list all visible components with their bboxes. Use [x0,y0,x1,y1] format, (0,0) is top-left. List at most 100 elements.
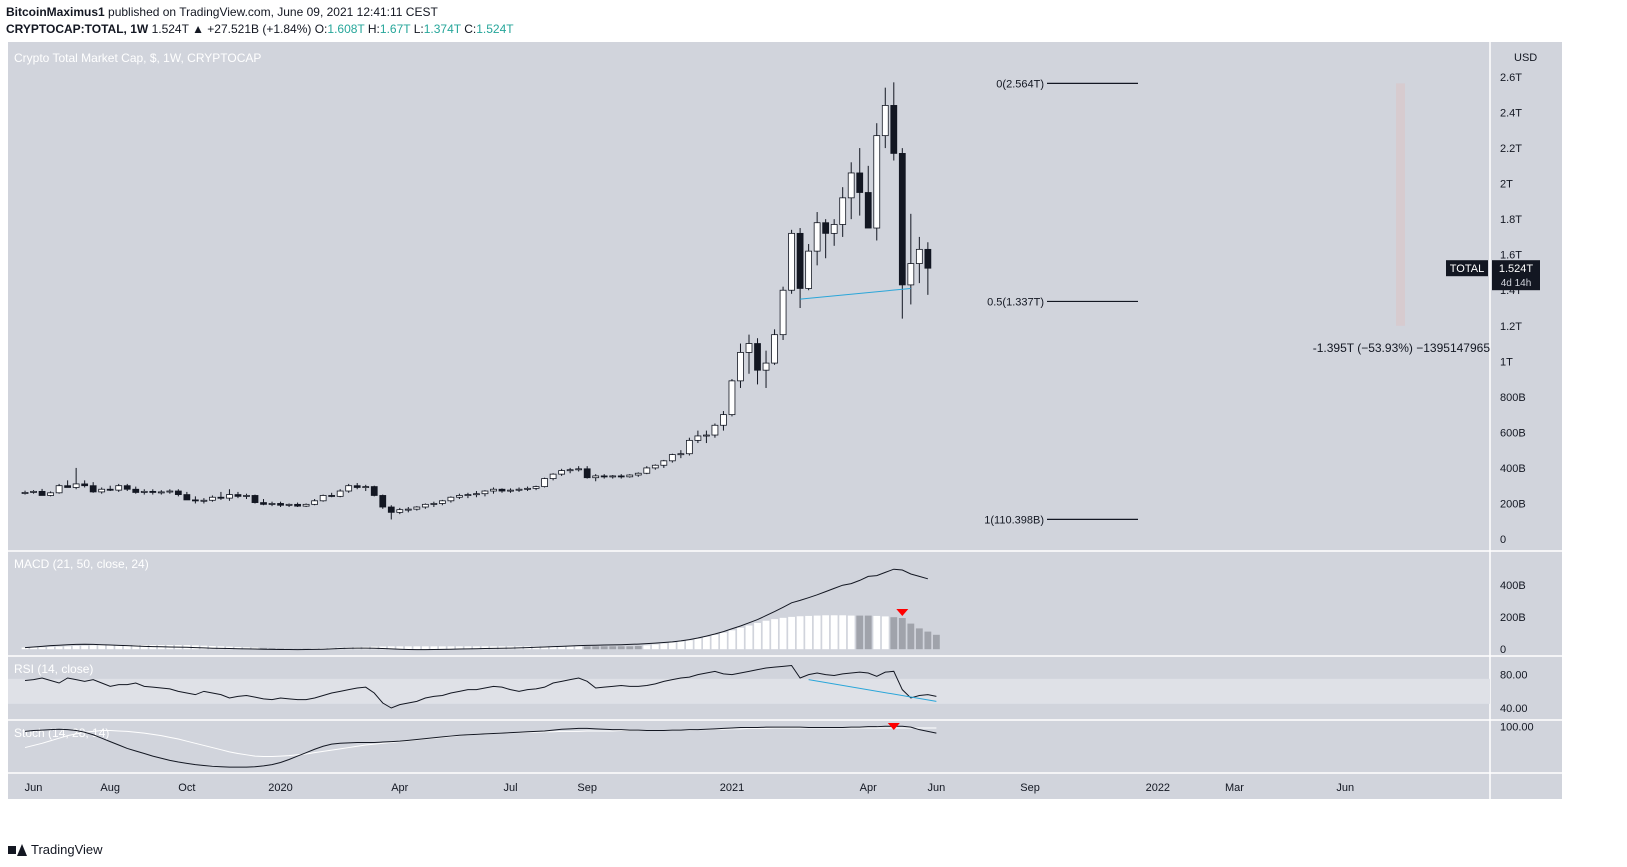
candle-up [55,485,63,494]
macd-histogram-bar [98,645,106,650]
rsi-divergence-trendline [808,679,937,702]
macd-histogram-bar [575,646,583,650]
candle-up [558,470,566,475]
price-axis-tick-200b: 200B [1500,498,1526,510]
candle-up [268,503,276,505]
candle-up [541,478,548,487]
candle-up [634,472,642,476]
candle-up [745,343,753,353]
macd-axis-tick-0: 0 [1500,644,1506,656]
macd-histogram-bar [132,645,140,650]
candle-down [822,222,830,234]
time-axis-tick-jun: Jun [928,782,946,794]
candle-down [234,494,242,497]
support-trendline [800,287,911,300]
tradingview-logo-icon [8,843,27,856]
candle-up [302,503,310,507]
candle-up [839,197,847,225]
chart-area[interactable]: Jun Aug Oct 2020 Apr Jul Sep 2021 Apr Jun Sep 2022 M… [0,42,1627,822]
candle-up [438,500,446,504]
macd-histogram-bar [839,615,847,650]
macd-histogram-bar [609,646,617,650]
footer-brand-label: TradingView [31,842,103,857]
candle-up [609,475,617,478]
close-label: C: [464,22,477,36]
fib-level-label-0: 0(2.564T) [996,78,1044,90]
macd-histogram-bar [217,646,225,650]
time-axis-tick-sep: Sep [577,782,597,794]
candle-down [924,248,932,269]
price-axis-tick-2-2t: 2.2T [1500,143,1522,155]
last-price-tag-countdown: 4d 14h [1501,278,1532,289]
open-value: 1.608T [327,22,365,36]
symbol-name-tag [1446,260,1488,277]
candle-up [404,508,412,511]
candle-down [856,172,864,193]
candle-down [890,105,898,154]
candle-up [345,485,353,492]
macd-histogram-bar [762,620,770,650]
close-value: 1.524T [476,22,514,36]
price-axis-tick-2t: 2T [1500,179,1513,191]
macd-histogram-bar [745,625,753,650]
author-name[interactable]: BitcoinMaximus1 [6,5,105,19]
macd-histogram-bar [847,615,855,650]
macd-histogram-bar [438,646,446,650]
candle-down [174,490,182,495]
macd-histogram-bar [822,615,830,650]
macd-title: MACD (21, 50, close, 24) [14,557,149,571]
candle-up [166,490,174,493]
candle-up [532,486,540,489]
candle-up [813,222,821,252]
macd-histogram-bar [447,646,455,650]
time-axis-tick-mar: Mar [1225,782,1244,794]
candle-up [694,435,702,441]
macd-histogram-bar [566,646,574,650]
macd-histogram-bar [651,644,659,650]
footer-brand[interactable]: TradingView [8,842,103,857]
macd-histogram-bar [115,645,123,650]
price-axis-tick-800b: 800B [1500,392,1526,404]
stoch-axis-tick-100-00: 100.00 [1500,721,1534,733]
macd-histogram-bar [711,634,719,650]
candle-up [737,352,744,382]
candle-up [209,496,216,501]
price-axis-tick-0: 0 [1500,534,1506,546]
macd-histogram-bar [260,647,267,650]
candle-up [430,503,438,505]
low-value: 1.374T [423,22,461,36]
macd-histogram-bar [209,646,216,650]
candle-up [421,503,429,508]
high-value: 1.67T [379,22,411,36]
macd-histogram-bar [226,646,233,650]
macd-histogram-bar [796,616,804,650]
macd-histogram-bar [456,646,463,650]
macd-histogram-bar [387,646,395,650]
candle-up [243,495,250,497]
rsi-title: RSI (14, close) [14,662,93,676]
time-axis-tick-sep: Sep [1020,782,1040,794]
macd-histogram-bar [685,640,693,650]
macd-histogram-bar [881,616,889,650]
macd-histogram-bar [813,615,821,650]
macd-histogram-bar [106,645,114,650]
symbol-name[interactable]: CRYPTOCAP:TOTAL, 1W [6,22,149,36]
macd-histogram-bar [592,646,600,650]
main-chart-title: Crypto Total Market Cap, $, 1W, CRYPTOCA… [14,51,261,65]
macd-histogram-bar [728,630,736,650]
price-axis-tick-600b: 600B [1500,427,1526,439]
last-price: 1.524T [151,22,189,36]
candle-up [728,380,736,416]
macd-histogram-bar [600,646,608,650]
stoch-k-line [24,725,937,768]
price-axis-tick-2-6t: 2.6T [1500,72,1522,84]
open-label: O: [314,22,328,36]
candle-up [779,289,787,336]
price-axis-tick-2-4t: 2.4T [1500,108,1522,120]
macd-bearish-marker-icon [896,609,909,616]
fib-level-label-1: 0.5(1.337T) [987,296,1044,308]
macd-histogram-bar [660,643,668,650]
macd-histogram-bar [473,646,480,650]
time-axis-tick-jun: Jun [25,782,43,794]
macd-histogram-bar [234,646,242,650]
